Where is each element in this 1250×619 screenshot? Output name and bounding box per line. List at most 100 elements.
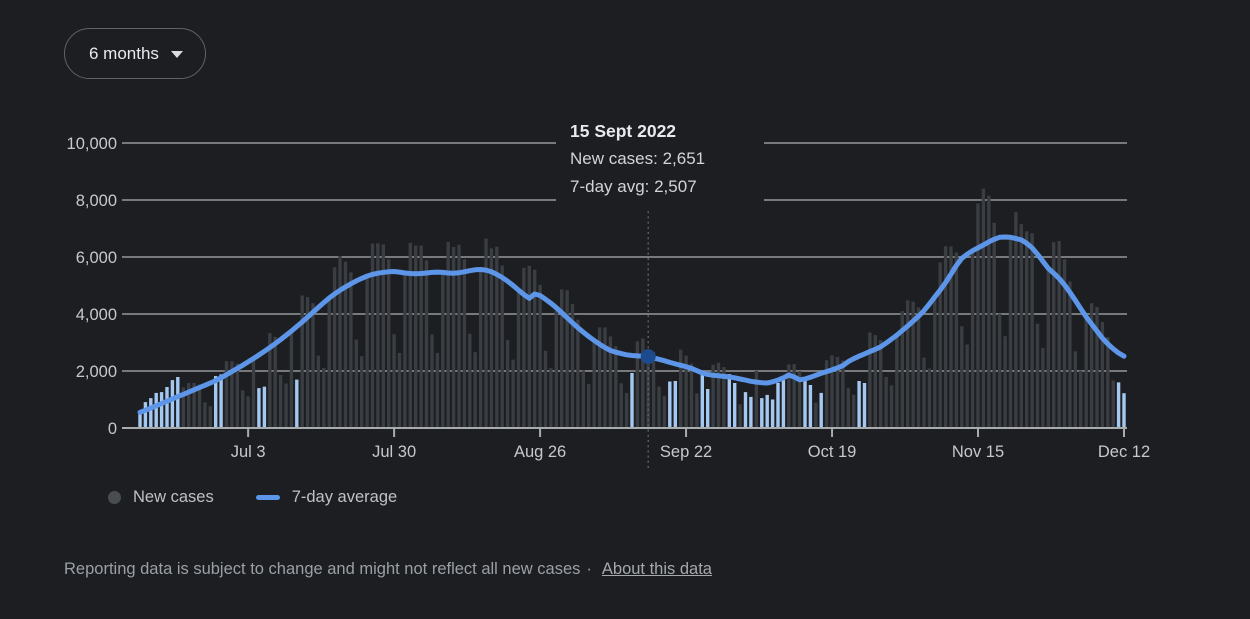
bar[interactable]: [268, 333, 272, 428]
bar[interactable]: [1003, 336, 1007, 428]
bar[interactable]: [1057, 241, 1061, 428]
bar[interactable]: [673, 381, 677, 428]
bar[interactable]: [565, 290, 569, 428]
bar[interactable]: [1116, 382, 1121, 428]
bar[interactable]: [889, 385, 894, 429]
bar[interactable]: [457, 244, 461, 428]
bar[interactable]: [668, 381, 672, 429]
bar[interactable]: [787, 364, 791, 428]
bar[interactable]: [289, 331, 294, 428]
bar[interactable]: [533, 269, 537, 428]
bar[interactable]: [1095, 306, 1099, 428]
bar[interactable]: [192, 383, 196, 428]
bar[interactable]: [187, 383, 191, 428]
bar[interactable]: [981, 188, 986, 428]
bar[interactable]: [576, 319, 580, 428]
bar[interactable]: [230, 361, 234, 428]
bar[interactable]: [895, 335, 899, 428]
bar[interactable]: [938, 262, 942, 428]
bar[interactable]: [138, 412, 142, 428]
bar[interactable]: [349, 272, 353, 428]
bar[interactable]: [360, 356, 364, 428]
bar[interactable]: [295, 379, 299, 428]
bar[interactable]: [916, 307, 921, 428]
bar[interactable]: [970, 250, 975, 428]
bar[interactable]: [516, 290, 521, 428]
bar[interactable]: [414, 245, 418, 428]
bar[interactable]: [527, 265, 531, 428]
bar[interactable]: [641, 338, 645, 429]
bar[interactable]: [765, 394, 769, 428]
bar[interactable]: [727, 374, 731, 428]
bar[interactable]: [1025, 231, 1029, 428]
bar[interactable]: [235, 363, 239, 428]
bar[interactable]: [1111, 380, 1115, 428]
bar[interactable]: [960, 326, 964, 428]
bar[interactable]: [1014, 212, 1018, 428]
bar[interactable]: [165, 387, 169, 428]
bar[interactable]: [560, 289, 564, 429]
bar[interactable]: [862, 383, 867, 428]
bar[interactable]: [700, 373, 704, 428]
bar[interactable]: [451, 247, 456, 428]
bar[interactable]: [662, 395, 667, 428]
bar[interactable]: [733, 383, 737, 428]
about-this-data-link[interactable]: About this data: [601, 560, 712, 578]
bar[interactable]: [1100, 322, 1105, 428]
bar[interactable]: [251, 358, 256, 429]
bar[interactable]: [592, 340, 596, 429]
bar[interactable]: [873, 335, 877, 428]
bar[interactable]: [884, 377, 888, 428]
bar[interactable]: [722, 367, 726, 428]
bar[interactable]: [273, 336, 277, 428]
bar[interactable]: [754, 370, 759, 428]
bar[interactable]: [954, 252, 959, 428]
bar[interactable]: [846, 388, 850, 428]
bar[interactable]: [900, 311, 904, 428]
bar[interactable]: [505, 339, 510, 428]
bar[interactable]: [424, 260, 429, 428]
bar[interactable]: [300, 295, 304, 429]
bar[interactable]: [1008, 237, 1013, 428]
bar[interactable]: [1046, 268, 1050, 428]
bar[interactable]: [635, 341, 640, 428]
bar[interactable]: [430, 334, 434, 429]
bar[interactable]: [657, 386, 661, 428]
bar[interactable]: [711, 364, 715, 428]
bar[interactable]: [170, 380, 175, 428]
bar[interactable]: [943, 246, 948, 428]
bar[interactable]: [500, 265, 504, 429]
bar[interactable]: [1079, 370, 1083, 428]
bar[interactable]: [857, 381, 861, 428]
bar[interactable]: [608, 336, 613, 429]
bar[interactable]: [554, 307, 558, 428]
bar[interactable]: [208, 406, 212, 428]
bar[interactable]: [181, 387, 185, 429]
bar[interactable]: [819, 392, 823, 428]
bar[interactable]: [706, 389, 710, 428]
bar[interactable]: [830, 355, 834, 428]
bar[interactable]: [927, 368, 932, 428]
bar[interactable]: [214, 376, 218, 428]
bar[interactable]: [933, 296, 937, 428]
bar[interactable]: [716, 362, 721, 428]
bar[interactable]: [316, 355, 321, 428]
bar[interactable]: [522, 267, 526, 428]
bar[interactable]: [738, 404, 742, 428]
bar[interactable]: [370, 243, 375, 428]
bar[interactable]: [343, 261, 348, 428]
bar[interactable]: [543, 350, 548, 428]
bar[interactable]: [922, 357, 926, 428]
bar[interactable]: [327, 298, 331, 428]
bar[interactable]: [1073, 351, 1077, 428]
bar[interactable]: [1084, 316, 1088, 428]
bar[interactable]: [408, 242, 412, 429]
bar[interactable]: [695, 393, 699, 429]
bar[interactable]: [992, 222, 996, 428]
bar[interactable]: [354, 339, 358, 428]
bar[interactable]: [911, 301, 915, 428]
bar[interactable]: [381, 244, 385, 429]
bar[interactable]: [1035, 323, 1040, 428]
bar[interactable]: [197, 384, 202, 428]
bar[interactable]: [203, 402, 207, 428]
